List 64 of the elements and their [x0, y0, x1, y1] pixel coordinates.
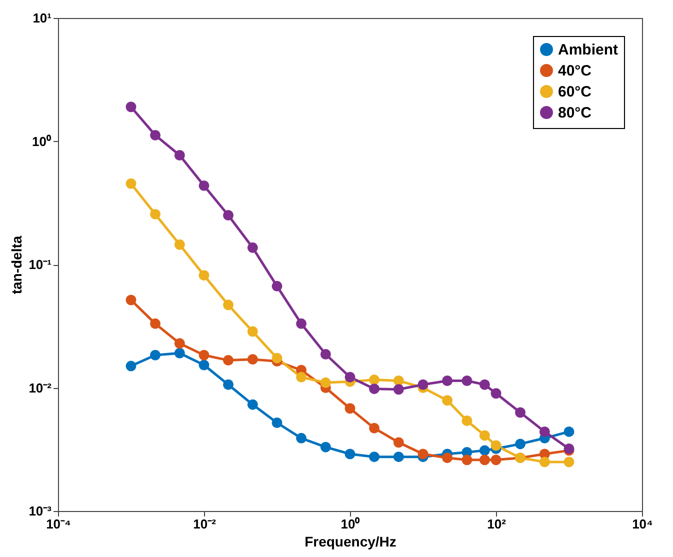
- point: [150, 350, 161, 360]
- point: [174, 348, 185, 358]
- legend-label: 40°C: [558, 62, 592, 80]
- point: [369, 422, 380, 434]
- point: [442, 452, 453, 464]
- point: [272, 418, 282, 428]
- point: [126, 294, 136, 306]
- point: [320, 377, 331, 388]
- point: [369, 374, 380, 386]
- point: [150, 318, 161, 329]
- x-tick-label: 10²: [487, 516, 507, 532]
- point: [247, 354, 258, 365]
- legend-label: 80°C: [558, 104, 592, 122]
- point: [442, 376, 453, 386]
- point: [344, 403, 356, 414]
- point: [272, 280, 282, 292]
- point: [198, 360, 210, 370]
- point: [198, 270, 210, 281]
- x-axis-title: Frequency/Hz: [304, 534, 396, 550]
- point: [393, 384, 404, 395]
- point: [126, 102, 136, 112]
- point: [442, 395, 453, 406]
- point: [418, 448, 428, 460]
- point: [344, 448, 356, 460]
- point: [296, 318, 307, 329]
- point: [223, 355, 234, 366]
- point: [369, 452, 380, 462]
- point: [198, 180, 210, 191]
- y-tick-label: 10¹: [32, 10, 52, 26]
- point: [247, 242, 258, 253]
- y-tick-label: 10⁻¹: [28, 257, 52, 272]
- y-tick-label: 10⁻³: [28, 504, 52, 518]
- point: [296, 432, 307, 444]
- point: [174, 338, 185, 349]
- point: [320, 442, 331, 452]
- point: [223, 210, 234, 220]
- point: [320, 349, 331, 360]
- x-tick-label: 10⁻⁴: [46, 516, 71, 532]
- point: [126, 178, 136, 189]
- point: [247, 326, 258, 337]
- x-tick-label: 10⁴: [632, 516, 653, 532]
- point: [369, 384, 380, 394]
- x-tick-label: 10⁰: [340, 516, 360, 532]
- point: [272, 352, 282, 364]
- point: [223, 379, 234, 390]
- point: [393, 452, 404, 462]
- point: [247, 399, 258, 410]
- y-tick-label: 10⁻²: [28, 380, 52, 396]
- point: [296, 372, 307, 382]
- point: [174, 150, 185, 160]
- point: [150, 130, 161, 140]
- point: [126, 360, 136, 372]
- point: [418, 379, 428, 390]
- y-axis-title: tan-delta: [8, 236, 25, 294]
- point: [174, 239, 185, 250]
- point: [198, 350, 210, 360]
- point: [150, 208, 161, 220]
- y-tick-label: 10⁰: [32, 134, 52, 149]
- x-tick-label: 10⁻²: [193, 516, 217, 532]
- point: [393, 437, 404, 448]
- legend-label: 60°C: [558, 84, 592, 100]
- legend-label: Ambient: [558, 42, 618, 58]
- point: [223, 300, 234, 310]
- point: [344, 372, 356, 382]
